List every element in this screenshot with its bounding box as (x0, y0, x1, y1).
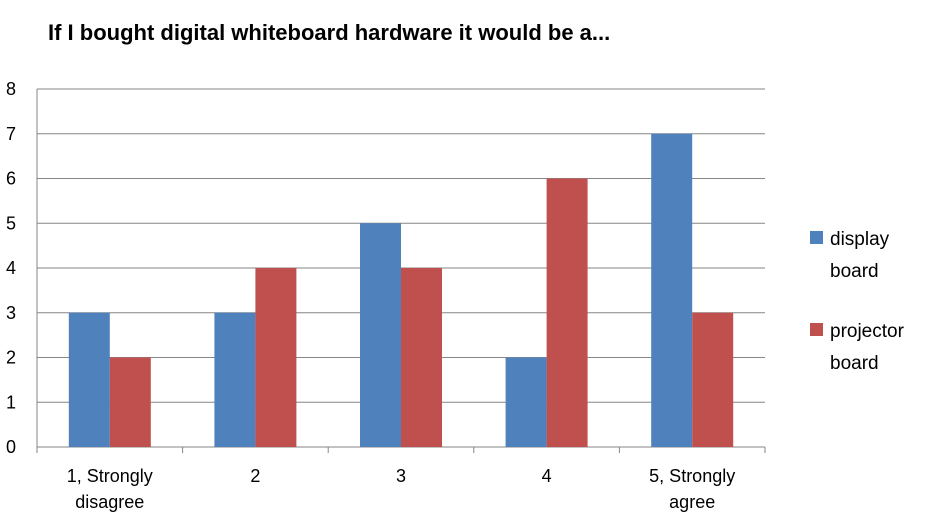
legend: display board projector board (810, 229, 905, 374)
y-tick-label-7: 7 (6, 124, 16, 144)
x-tick-label-5-line2: agree (669, 492, 715, 512)
y-tick-label-0: 0 (6, 437, 16, 457)
bar-series2-cat1 (109, 357, 151, 447)
y-axis-tick-labels: 0 1 2 3 4 5 6 7 8 (6, 79, 16, 457)
x-tick-label-1-line2: disagree (75, 492, 144, 512)
y-tick-label-3: 3 (6, 303, 16, 323)
y-tick-label-2: 2 (6, 348, 16, 368)
legend-swatch-2 (810, 323, 823, 336)
bar-series2-cat3 (401, 268, 442, 447)
legend-label-1-line2: board (830, 261, 879, 282)
y-tick-label-4: 4 (6, 258, 16, 278)
y-tick-label-6: 6 (6, 169, 16, 189)
x-tick-label-1: 1, Strongly (67, 466, 153, 486)
chart-title: If I bought digital whiteboard hardware … (48, 20, 610, 45)
legend-label-1: display (830, 229, 890, 250)
bar-series1-cat2 (214, 312, 256, 447)
bar-series1-cat5 (651, 133, 693, 447)
legend-label-2-line2: board (830, 353, 879, 374)
y-tick-label-8: 8 (6, 79, 16, 99)
legend-swatch-1 (810, 231, 823, 244)
bar-series2-cat5 (692, 312, 734, 447)
bar-series1-cat4 (505, 357, 547, 447)
y-tick-label-5: 5 (6, 213, 16, 233)
bar-series1-cat1 (68, 312, 110, 447)
x-tick-label-2: 2 (250, 466, 260, 486)
x-tick-label-5: 5, Strongly (649, 466, 735, 486)
bar-series1-cat3 (360, 223, 401, 447)
legend-label-2: projector (830, 321, 905, 342)
x-tick-label-3: 3 (396, 466, 406, 486)
bar-series2-cat4 (546, 178, 588, 447)
bar-series2-cat2 (255, 268, 297, 447)
bars (68, 133, 734, 447)
y-tick-label-1: 1 (6, 392, 16, 412)
x-tick-label-4: 4 (542, 466, 552, 486)
x-axis-tick-labels: 1, Strongly disagree 2 3 4 5, Strongly agree (67, 466, 735, 512)
